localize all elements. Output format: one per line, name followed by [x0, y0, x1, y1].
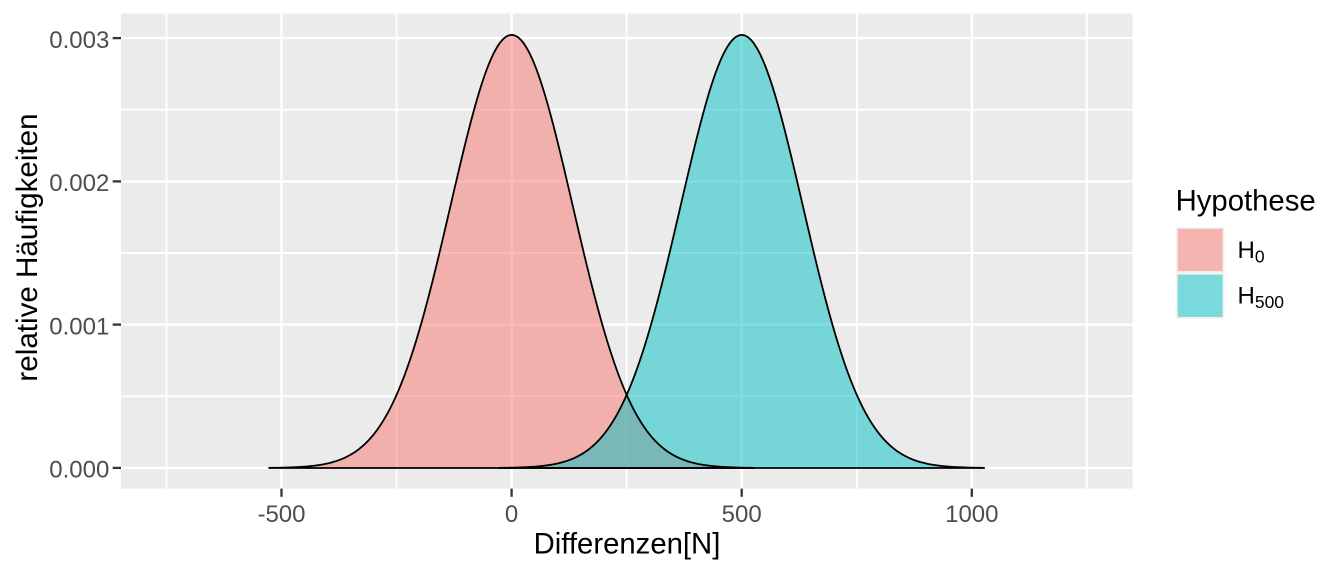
svg-text:-500: -500	[257, 501, 305, 528]
svg-text:0.000: 0.000	[49, 457, 109, 484]
svg-text:relative Häufigkeiten: relative Häufigkeiten	[11, 113, 44, 381]
svg-text:0: 0	[505, 501, 518, 528]
svg-text:Hypothese: Hypothese	[1176, 184, 1316, 217]
svg-text:Differenzen[N]: Differenzen[N]	[534, 527, 721, 560]
svg-text:1000: 1000	[945, 501, 998, 528]
svg-text:0.001: 0.001	[49, 313, 109, 340]
svg-text:0.003: 0.003	[49, 27, 109, 54]
svg-text:0.002: 0.002	[49, 170, 109, 197]
svg-text:500: 500	[722, 501, 762, 528]
svg-text:H500: H500	[1238, 283, 1285, 313]
